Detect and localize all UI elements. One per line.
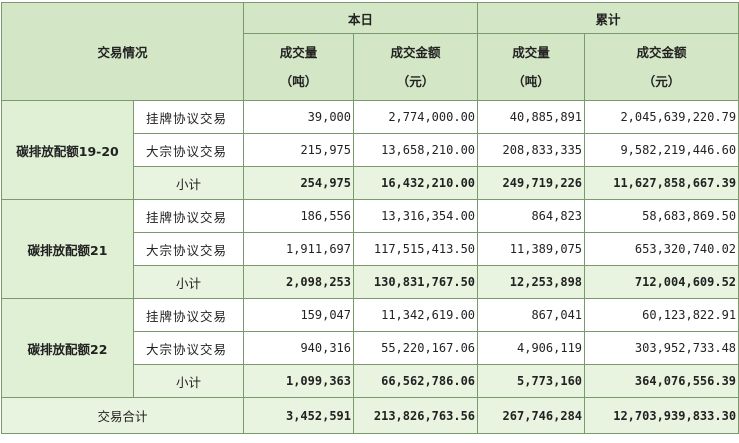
header-row-top: 交易情况 本日 累计 (0, 2, 739, 101)
total-today-amount: 213,826,763.56 (353, 397, 479, 434)
cum-volume-cell: 864,823 (477, 199, 586, 233)
cum-amount-cell: 58,683,869.50 (584, 199, 739, 233)
trade-type-cell: 大宗协议交易 (132, 133, 245, 167)
cum-volume-cell: 11,389,075 (477, 232, 586, 266)
table-row: 大宗协议交易 940,316 55,220,167.06 4,906,119 3… (2, 331, 739, 365)
today-amount-cell: 66,562,786.06 (353, 364, 479, 398)
trade-type-cell: 大宗协议交易 (132, 331, 245, 365)
today-amount-cell: 11,342,619.00 (353, 298, 479, 332)
group-label: 碳排放配额19-20 (1, 100, 134, 200)
header-row-sub: 成交量 （吨） 成交金额 （元） 成交量 （吨） 成交金额 （元） (2, 33, 739, 101)
today-amount-cell: 130,831,767.50 (353, 265, 479, 299)
cum-volume-cell: 5,773,160 (477, 364, 586, 398)
group-label: 碳排放配额21 (1, 199, 134, 299)
header-today-amount: 成交金额 （元） (353, 33, 479, 101)
today-volume-cell: 940,316 (243, 331, 355, 365)
today-volume-cell: 2,098,253 (243, 265, 355, 299)
total-today-volume: 3,452,591 (243, 397, 355, 434)
trade-type-cell: 大宗协议交易 (132, 232, 245, 266)
trade-type-cell: 挂牌协议交易 (132, 199, 245, 233)
table-row: 碳排放配额22 挂牌协议交易 159,047 11,342,619.00 867… (1, 298, 739, 398)
header-trade-situation: 交易情况 (0, 2, 245, 101)
table-row: 大宗协议交易 215,975 13,658,210.00 208,833,335… (2, 133, 739, 167)
subtotal-label: 小计 (132, 364, 245, 398)
cum-amount-cell: 60,123,822.91 (584, 298, 739, 332)
total-cum-amount: 12,703,939,833.30 (584, 397, 739, 434)
today-amount-cell: 16,432,210.00 (353, 166, 479, 200)
cum-amount-cell: 653,320,740.02 (584, 232, 739, 266)
total-cum-volume: 267,746,284 (477, 397, 586, 434)
group-label: 碳排放配额22 (1, 298, 134, 398)
trade-type-cell: 挂牌协议交易 (132, 100, 245, 134)
cum-amount-cell: 364,076,556.39 (584, 364, 739, 398)
subtotal-row: 小计 2,098,253 130,831,767.50 12,253,898 7… (2, 265, 739, 299)
cum-volume-cell: 40,885,891 (477, 100, 586, 134)
table-row: 碳排放配额21 挂牌协议交易 186,556 13,316,354.00 864… (1, 199, 739, 299)
cum-volume-cell: 12,253,898 (477, 265, 586, 299)
today-amount-cell: 2,774,000.00 (353, 100, 479, 134)
cum-volume-cell: 249,719,226 (477, 166, 586, 200)
cum-volume-cell: 208,833,335 (477, 133, 586, 167)
header-cum-volume: 成交量 （吨） (477, 33, 586, 101)
today-amount-cell: 117,515,413.50 (353, 232, 479, 266)
cum-volume-cell: 4,906,119 (477, 331, 586, 365)
today-volume-cell: 1,099,363 (243, 364, 355, 398)
table-row: 碳排放配额19-20 挂牌协议交易 39,000 2,774,000.00 40… (1, 100, 739, 200)
cum-amount-cell: 9,582,219,446.60 (584, 133, 739, 167)
cum-amount-cell: 712,004,609.52 (584, 265, 739, 299)
cum-amount-cell: 303,952,733.48 (584, 331, 739, 365)
total-label: 交易合计 (0, 397, 245, 434)
today-volume-cell: 215,975 (243, 133, 355, 167)
cum-amount-cell: 11,627,858,667.39 (584, 166, 739, 200)
today-volume-cell: 39,000 (243, 100, 355, 134)
today-volume-cell: 186,556 (243, 199, 355, 233)
today-volume-cell: 1,911,697 (243, 232, 355, 266)
today-amount-cell: 13,316,354.00 (353, 199, 479, 233)
header-cum-amount: 成交金额 （元） (584, 33, 739, 101)
subtotal-label: 小计 (132, 265, 245, 299)
header-today: 本日 (243, 2, 479, 34)
header-cumulative: 累计 (477, 2, 739, 34)
trade-type-cell: 挂牌协议交易 (132, 298, 245, 332)
table-row: 大宗协议交易 1,911,697 117,515,413.50 11,389,0… (2, 232, 739, 266)
today-volume-cell: 254,975 (243, 166, 355, 200)
cum-volume-cell: 867,041 (477, 298, 586, 332)
today-volume-cell: 159,047 (243, 298, 355, 332)
trade-summary-table: 交易情况 本日 累计 成交量 （吨） 成交金额 （元） 成交量 （吨） 成交金额 （元）… (0, 2, 739, 434)
header-today-volume: 成交量 （吨） (243, 33, 355, 101)
today-amount-cell: 13,658,210.00 (353, 133, 479, 167)
total-row: 交易合计 3,452,591 213,826,763.56 267,746,28… (0, 397, 739, 434)
today-amount-cell: 55,220,167.06 (353, 331, 479, 365)
cum-amount-cell: 2,045,639,220.79 (584, 100, 739, 134)
subtotal-row: 小计 254,975 16,432,210.00 249,719,226 11,… (2, 166, 739, 200)
subtotal-row: 小计 1,099,363 66,562,786.06 5,773,160 364… (2, 364, 739, 398)
subtotal-label: 小计 (132, 166, 245, 200)
